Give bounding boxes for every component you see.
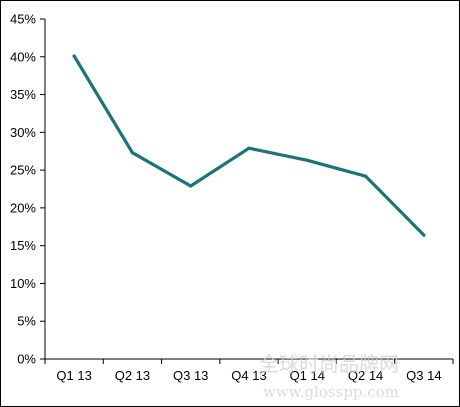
chart-axes [44, 19, 453, 360]
watermark-chinese-text: 全球时尚品牌网 [259, 352, 399, 376]
x-axis-ticks: Q1 13 Q2 13 Q3 13 Q4 13 Q1 14 Q2 14 Q3 14 [44, 359, 454, 383]
y-tick-label: 15% [10, 238, 36, 253]
y-tick-label: 40% [10, 49, 36, 64]
y-tick-label: 25% [10, 163, 36, 178]
x-tick-label: Q4 13 [231, 368, 266, 383]
data-point [72, 54, 76, 58]
x-tick-label: Q2 14 [348, 368, 383, 383]
data-point [363, 174, 368, 178]
y-tick-label: 0% [17, 352, 36, 367]
watermark-url-text: www.glosspp.com [263, 383, 399, 401]
data-point [130, 151, 135, 155]
y-tick-label: 20% [10, 200, 36, 215]
y-tick-label: 5% [17, 314, 36, 329]
x-tick-label: Q1 13 [56, 368, 91, 383]
y-tick-label: 10% [10, 276, 36, 291]
data-point [247, 146, 251, 150]
x-tick-label: Q3 14 [406, 368, 441, 383]
data-point [422, 233, 426, 237]
y-axis-ticks: 0% 5% 10% 15% 20% 25% 30% 35% 40% 45% [10, 12, 45, 367]
x-tick-label: Q2 13 [115, 368, 150, 383]
x-tick-label: Q1 14 [290, 368, 325, 383]
y-tick-label: 45% [10, 12, 36, 27]
watermark: 全球时尚品牌网 www.glosspp.com [259, 352, 399, 401]
series-group [72, 54, 426, 237]
y-tick-label: 30% [10, 125, 36, 140]
data-point [305, 158, 309, 162]
series-line [72, 54, 426, 237]
data-point [189, 184, 193, 188]
x-tick-label: Q3 13 [173, 368, 208, 383]
y-tick-label: 35% [10, 87, 36, 102]
